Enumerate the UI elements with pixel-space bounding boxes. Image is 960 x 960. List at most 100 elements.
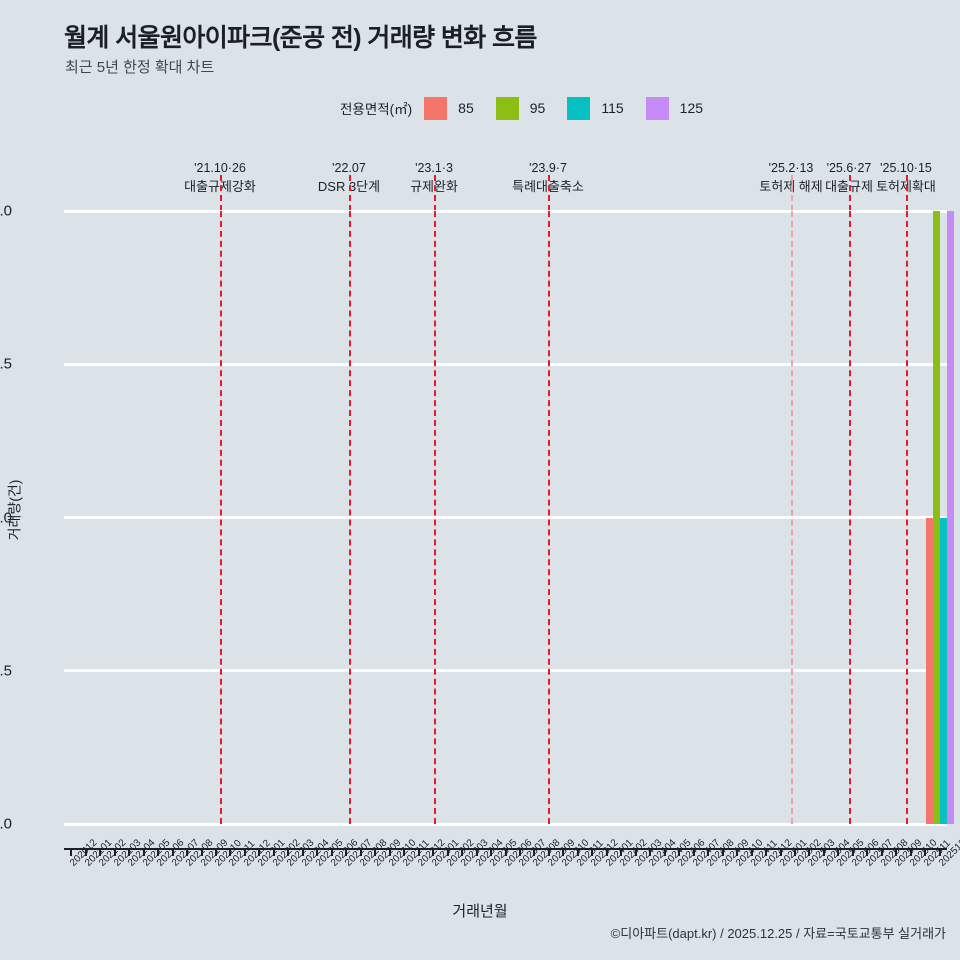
legend-item-85[interactable]: 85	[424, 96, 496, 120]
x-tick-mark	[620, 849, 623, 856]
legend-item-95[interactable]: 95	[495, 96, 568, 120]
annotation-date: '25.10·15	[880, 161, 932, 175]
event-line-202502	[791, 211, 793, 824]
x-tick-mark	[707, 849, 710, 856]
annotation-date: '25.2·13	[768, 161, 814, 175]
x-tick-mark	[576, 849, 579, 856]
x-tick-mark	[388, 849, 391, 856]
annotation-text: 대출규제강화	[184, 179, 256, 194]
annotation-202207: '22.07 DSR 3단계	[318, 160, 380, 196]
y-tick-label: 1.0	[0, 509, 12, 526]
x-tick-mark	[837, 849, 840, 856]
annotation-date: '22.07	[332, 161, 366, 175]
x-tick-mark	[692, 849, 695, 856]
x-tick-mark	[142, 849, 145, 856]
annotation-202502: '25.2·13 토허제 해제	[759, 160, 822, 196]
event-line-202301	[434, 211, 436, 824]
x-tick-mark	[605, 849, 608, 856]
x-tick-mark	[214, 849, 217, 856]
legend-swatch-125	[645, 96, 669, 120]
x-tick-mark	[649, 849, 652, 856]
x-tick-mark	[243, 849, 246, 856]
x-tick-mark	[359, 849, 362, 856]
y-tick-label: 0.0	[0, 815, 12, 833]
annotation-text: 특례대출축소	[512, 179, 584, 194]
event-line-202207	[349, 211, 351, 824]
bar-125-202512[interactable]	[946, 211, 954, 824]
legend-swatch-115	[567, 96, 591, 120]
legend-label-115: 115	[601, 100, 624, 116]
annotation-202506: '25.6·27 대출규제	[825, 160, 873, 196]
gridline-0.0	[64, 822, 947, 826]
x-tick-mark	[475, 849, 478, 856]
annotation-202110: '21.10·26 대출규제강화	[184, 160, 256, 196]
x-tick-mark	[591, 849, 594, 856]
annotation-text: 토허제확대	[876, 179, 936, 194]
x-tick-mark	[70, 849, 73, 856]
x-tick-mark	[562, 849, 565, 856]
x-tick-mark	[84, 849, 87, 856]
x-tick-mark	[258, 849, 261, 856]
x-tick-mark	[432, 849, 435, 856]
legend-label-95: 95	[529, 100, 546, 116]
annotation-date: '23.9·7	[529, 161, 567, 175]
legend-item-115[interactable]: 115	[567, 96, 645, 120]
x-tick-mark	[663, 849, 666, 856]
event-line-202309	[548, 211, 550, 824]
chart-footer: ©디아파트(dapt.kr) / 2025.12.25 / 자료=국토교통부 실…	[610, 926, 946, 941]
legend-swatch-85	[424, 96, 448, 120]
bar-95-202512[interactable]	[932, 211, 940, 824]
x-tick-mark	[547, 849, 550, 856]
x-tick-mark	[851, 849, 854, 856]
legend-item-125[interactable]: 125	[645, 96, 703, 120]
x-tick-mark	[634, 849, 637, 856]
plot-area	[64, 209, 954, 826]
x-tick-mark	[866, 849, 869, 856]
annotation-date: '21.10·26	[194, 161, 246, 175]
x-tick-mark	[374, 849, 377, 856]
x-tick-mark	[518, 849, 521, 856]
x-tick-mark	[808, 849, 811, 856]
x-tick-mark	[794, 849, 796, 856]
annotation-text: DSR 3단계	[317, 179, 381, 194]
bar-group	[925, 211, 954, 824]
x-tick-mark	[822, 849, 825, 856]
annotation-text: 규제완화	[410, 179, 458, 194]
x-tick-mark	[316, 849, 319, 856]
x-tick-mark	[330, 849, 333, 856]
chart-subtitle: 최근 5년 한정 확대 차트	[65, 59, 215, 76]
annotation-date: '23.1·3	[415, 161, 453, 175]
x-tick-mark	[99, 849, 102, 856]
x-tick-mark	[779, 849, 782, 856]
x-tick-mark	[490, 849, 493, 856]
y-tick-label: 0.5	[0, 662, 12, 680]
x-tick-mark	[721, 849, 724, 856]
x-tick-mark	[301, 849, 304, 856]
x-tick-mark	[895, 849, 898, 856]
x-tick-mark	[678, 849, 681, 856]
x-tick-mark	[113, 849, 116, 856]
bar-115-202512[interactable]	[939, 517, 947, 824]
x-tick-mark	[417, 849, 420, 856]
annotation-202510: '25.10·15 토허제확대	[876, 160, 936, 196]
x-tick-mark	[287, 849, 290, 856]
legend-title: 전용면적(㎡)	[340, 102, 413, 117]
annotation-text: 토허제 해제	[759, 179, 823, 194]
gridline-2.0	[64, 209, 947, 213]
x-tick-mark	[229, 849, 232, 856]
x-tick-mark	[186, 849, 189, 856]
x-tick-mark	[128, 849, 131, 856]
bar-85-202512[interactable]	[925, 517, 933, 824]
x-tick-mark	[736, 849, 739, 856]
x-tick-mark	[504, 849, 507, 856]
annotation-date: '25.6·27	[826, 161, 872, 175]
x-tick-mark	[446, 849, 449, 856]
gridline-1.0	[64, 516, 947, 519]
x-tick-mark	[157, 849, 160, 856]
x-tick-mark	[938, 849, 941, 856]
event-line-202110	[220, 211, 222, 824]
x-axis-title: 거래년월	[452, 903, 508, 920]
x-tick-mark	[765, 849, 768, 856]
chart-legend: 전용면적(㎡) 85 95 115 125	[340, 96, 703, 120]
